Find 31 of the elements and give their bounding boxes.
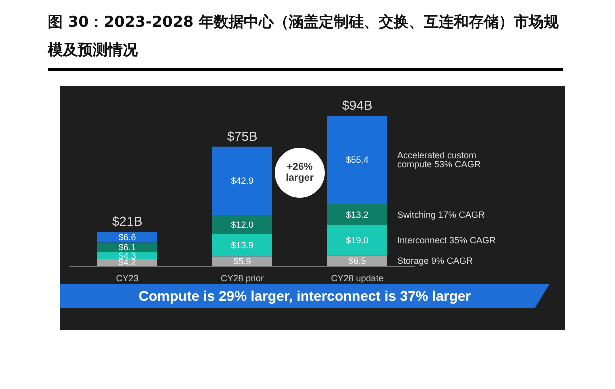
series-label: Switching 17% CAGR bbox=[398, 210, 486, 220]
series-label: Storage 9% CAGR bbox=[398, 256, 474, 266]
data-label: $12.0 bbox=[231, 220, 254, 230]
bar bbox=[98, 242, 158, 252]
circle-badge: +26% larger bbox=[275, 148, 325, 198]
data-label: $42.9 bbox=[231, 176, 254, 186]
data-label: $6.5 bbox=[348, 256, 366, 266]
data-label: $55.4 bbox=[346, 155, 369, 166]
bar bbox=[212, 146, 272, 216]
chart-title: 图 30：2023-2028 年数据中心（涵盖定制硅、交换、互连和存储）市场规模及预测情况 bbox=[48, 8, 563, 71]
bar bbox=[212, 215, 272, 234]
bar bbox=[328, 204, 388, 226]
data-label: $6.6 bbox=[118, 232, 136, 242]
total-label: $75B bbox=[227, 128, 258, 144]
bar bbox=[328, 116, 388, 204]
data-label: $5.9 bbox=[234, 256, 252, 266]
total-label: $94B bbox=[342, 98, 373, 113]
series-label: Interconnect 35% CAGR bbox=[398, 235, 497, 246]
x-tick-label: CY28 prior bbox=[220, 274, 264, 284]
x-tick-label: CY23 bbox=[116, 274, 139, 284]
bar bbox=[212, 234, 272, 257]
bar bbox=[328, 256, 388, 266]
total-label: $21B bbox=[112, 214, 143, 230]
bar bbox=[328, 225, 388, 256]
data-label: $13.2 bbox=[346, 210, 369, 220]
text: Compute is 29% larger, interconnect is 37% larger bbox=[60, 284, 550, 308]
data-label: $13.9 bbox=[231, 240, 254, 251]
x-tick-label: CY28 update bbox=[331, 274, 384, 284]
data-label: $6.1 bbox=[118, 242, 136, 253]
series-label: Accelerated custom compute 53% CAGR bbox=[398, 150, 482, 170]
data-label: $19.0 bbox=[346, 235, 369, 246]
